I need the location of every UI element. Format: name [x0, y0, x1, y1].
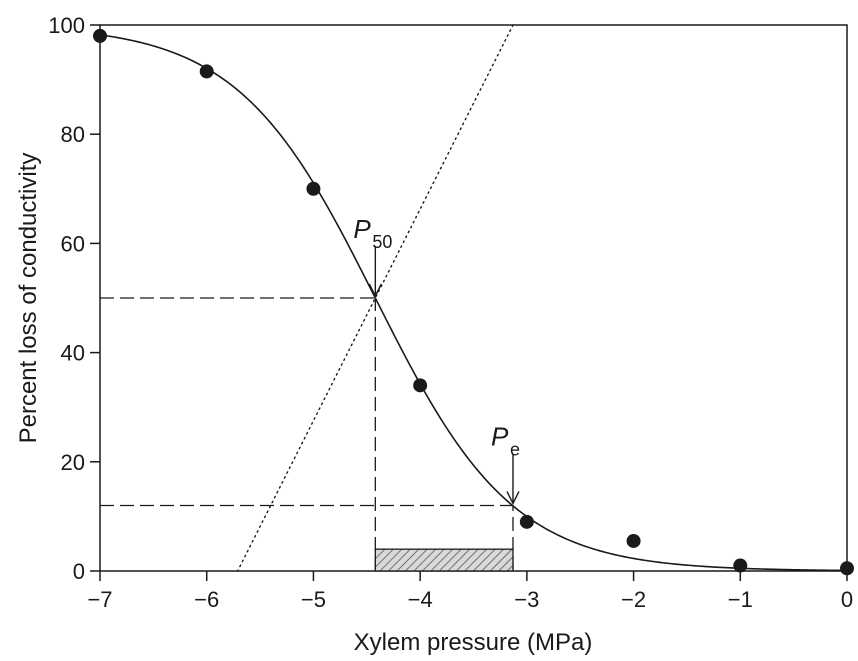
- annotation-label-main: P: [491, 421, 509, 451]
- data-point: [93, 28, 107, 43]
- y-axis-title: Percent loss of conductivity: [15, 153, 42, 444]
- data-point: [840, 561, 854, 576]
- x-tick-label: −3: [514, 587, 539, 612]
- data-point: [413, 378, 428, 393]
- x-tick-label: 0: [841, 587, 853, 612]
- annotation-label-main: P: [353, 214, 371, 244]
- y-tick-label: 40: [61, 341, 85, 366]
- data-point: [306, 181, 321, 196]
- x-axis-ticks: −7 −6 −5 −4 −3 −2 −1 0: [87, 571, 853, 612]
- annotation-label-subscript: 50: [372, 232, 392, 252]
- hatched-bar: [374, 548, 514, 572]
- x-tick-label: −4: [408, 587, 433, 612]
- shaded-region-group: [374, 548, 514, 572]
- annotation-arrow-head: [506, 491, 520, 506]
- y-tick-label: 100: [48, 13, 85, 38]
- annotation-arrow-head: [368, 283, 382, 298]
- x-tick-label: −7: [87, 587, 112, 612]
- data-point: [733, 558, 748, 573]
- data-points: [93, 28, 854, 576]
- fitted-curve-group: [99, 34, 848, 572]
- fitted-curve: [99, 34, 848, 572]
- y-axis-ticks: 0 20 40 60 80 100: [48, 13, 100, 584]
- y-tick-label: 20: [61, 450, 85, 475]
- annotations: P 50P e: [353, 214, 520, 506]
- x-tick-label: −2: [621, 587, 646, 612]
- y-tick-label: 0: [73, 559, 85, 584]
- data-point: [519, 514, 534, 529]
- x-tick-label: −1: [728, 587, 753, 612]
- annotation-label-subscript: e: [510, 439, 520, 459]
- y-tick-label: 60: [61, 231, 85, 256]
- x-tick-label: −6: [194, 587, 219, 612]
- y-tick-label: 80: [61, 122, 85, 147]
- data-point: [199, 64, 214, 79]
- data-point: [626, 533, 641, 548]
- x-axis-title: Xylem pressure (MPa): [354, 629, 593, 656]
- x-tick-label: −5: [301, 587, 326, 612]
